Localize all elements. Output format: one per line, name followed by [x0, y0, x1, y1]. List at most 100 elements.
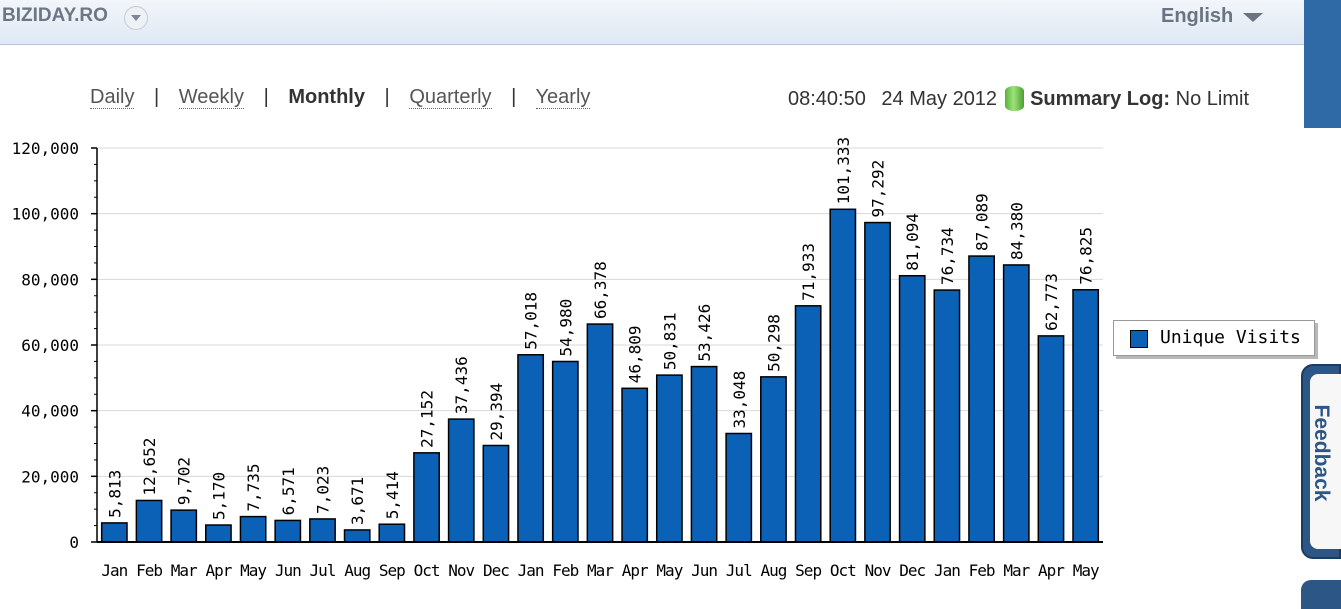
- bar: [378, 523, 406, 543]
- bar: [170, 509, 198, 543]
- data-label: 62,773: [1042, 273, 1061, 331]
- x-tick-label: Feb: [136, 561, 162, 580]
- bar: [517, 354, 545, 543]
- data-label: 101,333: [834, 137, 853, 204]
- nav-quarterly[interactable]: Quarterly: [409, 86, 492, 109]
- side-panel-tab: [1304, 0, 1341, 128]
- data-label: 7,735: [244, 463, 263, 511]
- x-tick-label: Sep: [795, 561, 821, 580]
- bar: [309, 518, 336, 543]
- nav-separator: |: [263, 86, 269, 108]
- data-label: 12,652: [140, 438, 159, 496]
- x-tick-label: Mar: [1003, 561, 1030, 580]
- y-tick-label: 20,000: [21, 467, 79, 486]
- data-label: 5,813: [105, 470, 124, 518]
- x-tick-label: Apr: [622, 561, 649, 580]
- nav-separator: |: [384, 86, 390, 108]
- x-tick-label: Jun: [275, 561, 301, 580]
- x-tick-label: Dec: [899, 561, 925, 580]
- clock-time: 08:40:50: [788, 88, 866, 110]
- bar: [898, 274, 926, 543]
- x-tick-label: Jul: [726, 561, 752, 580]
- status-bar: 08:40:50 24 May 2012 Summary Log: No Limi…: [788, 86, 1249, 111]
- x-tick-label: May: [240, 561, 267, 580]
- data-label: 97,292: [869, 160, 888, 218]
- data-label: 76,825: [1077, 227, 1096, 285]
- nav-yearly[interactable]: Yearly: [535, 86, 591, 109]
- x-tick-label: Apr: [205, 561, 232, 580]
- data-label: 3,671: [348, 477, 367, 525]
- nav-separator: |: [511, 86, 517, 108]
- bar: [586, 323, 614, 543]
- data-label: 5,414: [383, 471, 402, 519]
- side-tab-bottom[interactable]: [1301, 580, 1341, 609]
- feedback-tab[interactable]: Feedback: [1301, 364, 1341, 559]
- bar: [933, 289, 961, 543]
- data-label: 81,094: [903, 213, 922, 271]
- bar: [413, 452, 440, 543]
- legend-swatch: [1130, 330, 1148, 348]
- database-icon: [1005, 86, 1025, 111]
- feedback-tab-inner: [1310, 374, 1341, 549]
- x-tick-label: Nov: [448, 561, 474, 580]
- bar: [343, 529, 371, 543]
- nav-monthly: Monthly: [288, 86, 365, 108]
- x-tick-label: Jan: [518, 561, 544, 580]
- language-selector[interactable]: English: [1161, 5, 1234, 27]
- x-tick-label: Dec: [483, 561, 509, 580]
- bar: [1037, 335, 1065, 543]
- data-label: 50,298: [764, 314, 783, 372]
- y-tick-label: 120,000: [12, 139, 79, 158]
- data-label: 71,933: [799, 243, 818, 301]
- x-tick-label: Feb: [969, 561, 995, 580]
- unique-visits-chart: 0 20,000 40,000 60,000 80,000 100,000 120,000 5…: [12, 137, 1103, 580]
- nav-weekly[interactable]: Weekly: [178, 86, 244, 109]
- brand-logo[interactable]: BIZIDAY.RO: [2, 5, 108, 26]
- feedback-label[interactable]: Feedback: [1310, 404, 1333, 502]
- x-tick-label: Jan: [101, 561, 127, 580]
- data-label: 87,089: [973, 193, 992, 251]
- legend-label: Unique Visits: [1160, 327, 1301, 348]
- summary-log-label: Summary Log:: [1030, 88, 1171, 110]
- bar: [274, 519, 302, 543]
- x-tick-label: Oct: [830, 561, 856, 580]
- bar: [1072, 289, 1100, 543]
- data-label: 57,018: [522, 292, 541, 350]
- data-label: 9,702: [175, 457, 194, 505]
- x-tick-label: Apr: [1038, 561, 1065, 580]
- bar: [551, 360, 579, 543]
- data-label: 54,980: [556, 299, 575, 357]
- bar: [655, 374, 683, 543]
- x-tick-label: Mar: [587, 561, 614, 580]
- summary-log-value: No Limit: [1175, 88, 1250, 110]
- data-label: 53,426: [695, 304, 714, 362]
- data-label: 84,380: [1007, 202, 1026, 260]
- x-tick-label: Jan: [934, 561, 960, 580]
- data-label: 6,571: [279, 467, 298, 515]
- bar: [829, 208, 857, 543]
- nav-daily[interactable]: Daily: [90, 86, 135, 109]
- period-nav: Daily | Weekly | Monthly | Quarterly | Y…: [90, 86, 591, 109]
- chevron-down-icon[interactable]: [1243, 13, 1263, 22]
- data-label: 50,831: [660, 312, 679, 370]
- data-label: 7,023: [313, 466, 332, 514]
- chart-legend: Unique Visits: [1113, 320, 1315, 356]
- data-label: 46,809: [626, 326, 645, 384]
- x-tick-label: Jul: [310, 561, 336, 580]
- x-tick-label: Aug: [344, 561, 370, 580]
- bar: [621, 387, 649, 543]
- bar: [1002, 264, 1030, 543]
- x-tick-label: Aug: [760, 561, 786, 580]
- bar: [760, 376, 787, 543]
- bar: [482, 444, 510, 543]
- brand-dropdown-icon[interactable]: [124, 6, 148, 30]
- x-tick-label: Feb: [552, 561, 578, 580]
- data-label: 27,152: [418, 390, 437, 448]
- bar: [100, 522, 128, 543]
- y-tick-label: 40,000: [21, 402, 79, 421]
- bar: [864, 221, 891, 543]
- x-tick-label: Nov: [865, 561, 891, 580]
- y-tick-label: 80,000: [21, 270, 79, 289]
- bar: [447, 418, 475, 543]
- y-tick-label: 100,000: [12, 205, 79, 224]
